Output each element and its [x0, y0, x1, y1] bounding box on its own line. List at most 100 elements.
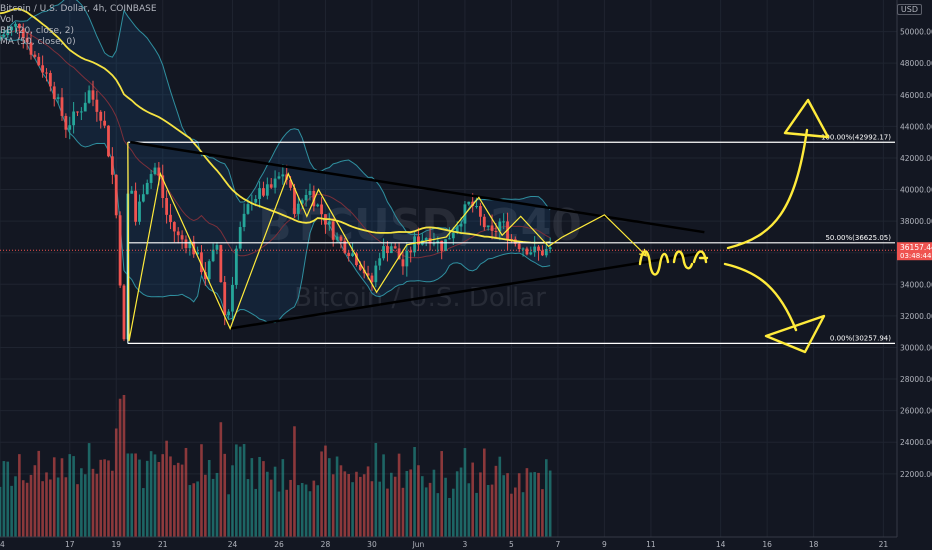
time-tick-label: 3 [463, 540, 468, 549]
time-tick-label: 28 [321, 540, 331, 549]
candle-body [444, 239, 447, 251]
volume-bar [122, 395, 126, 537]
breakdown-down-arrowhead [764, 314, 826, 354]
symbol-line[interactable]: Bitcoin / U.S. Dollar, 4h, COINBASE [0, 4, 157, 14]
volume-bar [215, 472, 219, 537]
volume-bar [269, 479, 273, 537]
candle-body [258, 188, 261, 199]
last-price-badge [897, 242, 932, 261]
volume-bar [72, 456, 75, 537]
volume-bar [204, 474, 207, 537]
candle-body [262, 188, 265, 196]
time-tick-label: 14 [0, 540, 5, 549]
candle-body [428, 238, 432, 244]
candle-body [169, 214, 172, 223]
indicator-bb[interactable]: BB (20, close, 2) [0, 26, 75, 36]
candle-body [347, 252, 351, 256]
volume-bar [180, 464, 184, 537]
candle-body [339, 236, 343, 241]
candle-body [149, 174, 153, 183]
volume-bar [52, 457, 56, 537]
candle-body [29, 42, 33, 55]
volume-bar [196, 481, 199, 537]
volume-bar [285, 489, 289, 537]
breakout-up-arrowhead [783, 98, 830, 139]
indicator-vol[interactable]: Vol [0, 15, 14, 25]
candle-body [393, 246, 397, 249]
volume-bar [111, 470, 114, 537]
price-tick-label: 22000.00 [900, 470, 932, 479]
candle-body [389, 246, 393, 254]
indicator-ma[interactable]: MA (50, close, 0) [0, 37, 76, 47]
volume-bar [277, 491, 281, 537]
candle-body [320, 204, 323, 215]
candle-body [521, 248, 525, 250]
candle-body [130, 190, 134, 194]
candle-body [172, 222, 176, 232]
candle-body [52, 86, 56, 99]
currency-badge[interactable]: USD [896, 4, 922, 15]
volume-bar [308, 491, 312, 537]
candle-body [498, 221, 502, 232]
candle-body [510, 238, 513, 240]
candle-body [48, 72, 52, 87]
candle-body [335, 236, 339, 240]
volume-bar [452, 488, 455, 537]
candle-body [417, 236, 420, 245]
candle-body [541, 250, 544, 256]
candle-body [308, 190, 312, 195]
volume-bar [366, 466, 370, 537]
volume-bar [479, 472, 482, 537]
volume-bar [176, 462, 180, 537]
volume-bar [421, 476, 424, 537]
volume-bar [483, 448, 486, 537]
volume-bar [29, 474, 33, 537]
candle-body [141, 194, 145, 202]
volume-bar [83, 474, 87, 537]
volume-bar [374, 443, 378, 537]
volume-bar [444, 477, 447, 537]
candle-body [60, 97, 64, 116]
volume-bar [95, 473, 99, 537]
candle-body [331, 221, 335, 240]
candle-body [405, 250, 409, 267]
candle-body [207, 261, 211, 280]
price-tick-label: 44000.00 [900, 122, 932, 131]
price-tick-label: 34000.00 [900, 280, 932, 289]
candle-body [99, 111, 103, 121]
volume-bar [320, 451, 323, 537]
volume-bar [18, 454, 21, 537]
bollinger-basis-line [0, 29, 551, 259]
moving-average-line [0, 7, 551, 244]
volume-bar [153, 454, 157, 537]
candle-body [382, 246, 385, 259]
volume-bar [91, 468, 95, 537]
time-tick-label: 16 [762, 540, 772, 549]
candle-body [161, 175, 165, 199]
volume-bar [417, 465, 420, 537]
volume-bar [33, 465, 37, 537]
volume-bar [49, 479, 52, 537]
volume-bar [254, 488, 258, 537]
volume-bar [207, 459, 211, 537]
candle-body [0, 36, 2, 40]
volume-bar [76, 484, 79, 537]
time-tick-label: 17 [65, 540, 75, 549]
candle-body [490, 225, 494, 231]
volume-bar [14, 476, 17, 537]
candle-body [277, 176, 281, 179]
candle-body [409, 250, 413, 253]
candle-body [486, 225, 490, 228]
volume-bar [64, 477, 68, 537]
volume-bar [37, 450, 41, 537]
volume-bar [362, 474, 366, 537]
candle-body [467, 201, 471, 205]
volume-bar [378, 481, 381, 537]
candle-body [401, 259, 405, 267]
fib-level-label: 100.00%(42992.17) [821, 133, 891, 141]
volume-bar [370, 481, 374, 537]
volume-bar [455, 471, 459, 537]
time-tick-label: 21 [158, 540, 168, 549]
volume-bar [409, 469, 412, 537]
